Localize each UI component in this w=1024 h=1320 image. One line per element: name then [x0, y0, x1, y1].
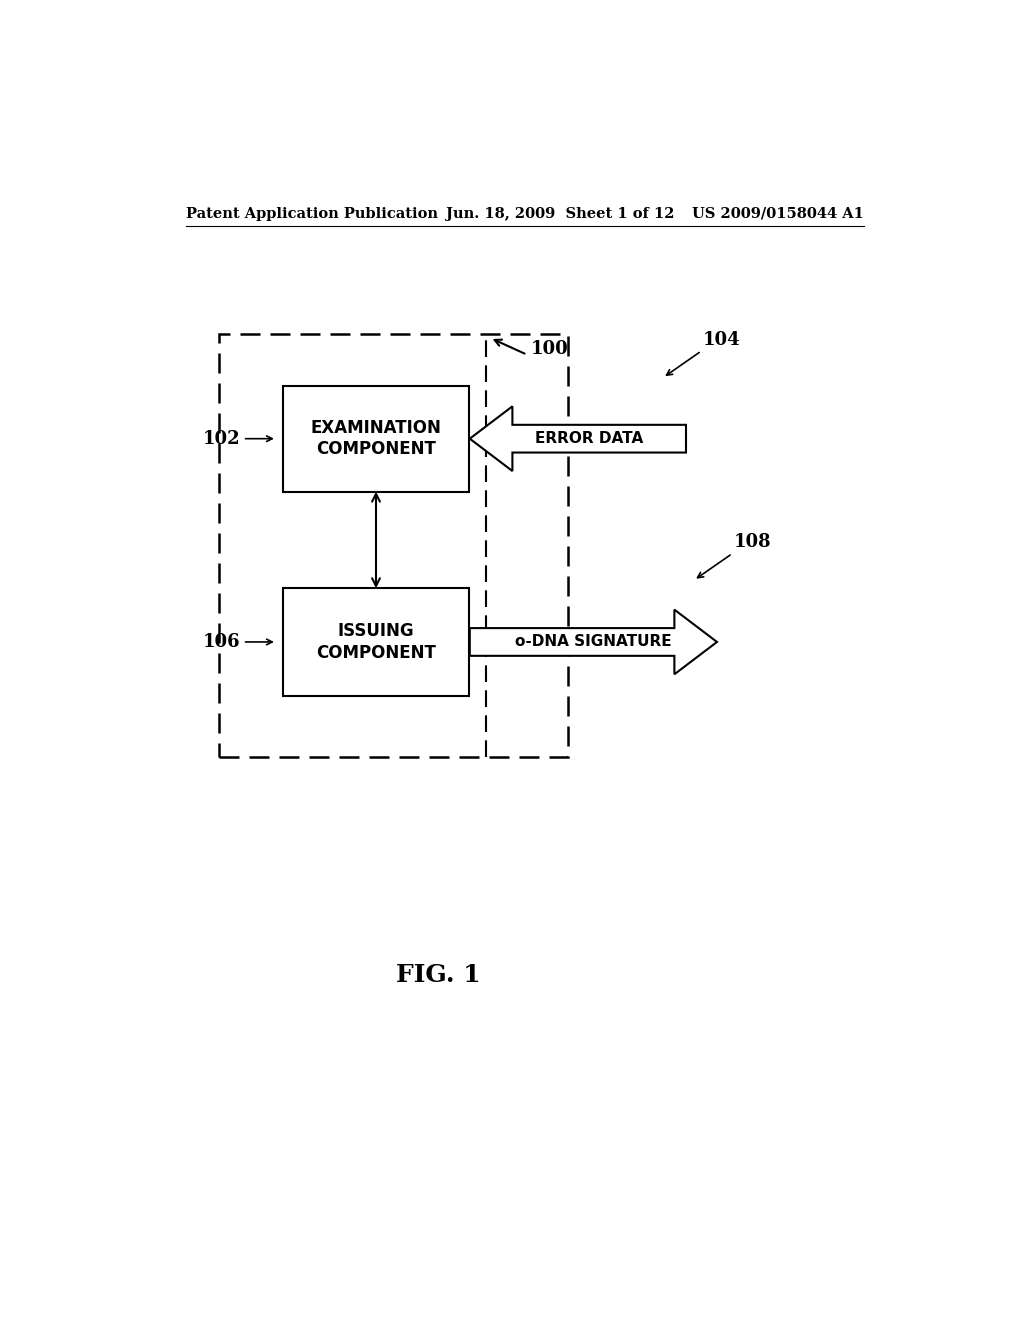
Text: COMPONENT: COMPONENT	[316, 441, 436, 458]
Text: EXAMINATION: EXAMINATION	[310, 418, 441, 437]
Text: COMPONENT: COMPONENT	[316, 644, 436, 661]
Text: 106: 106	[203, 634, 241, 651]
Bar	[283, 385, 469, 492]
Polygon shape	[470, 407, 686, 471]
Text: US 2009/0158044 A1: US 2009/0158044 A1	[692, 207, 864, 220]
Text: 108: 108	[734, 533, 772, 552]
Text: 100: 100	[531, 341, 568, 358]
Bar	[219, 334, 568, 758]
Text: FIG. 1: FIG. 1	[395, 962, 480, 986]
Bar	[283, 589, 469, 696]
Text: ISSUING: ISSUING	[338, 622, 415, 640]
Text: 102: 102	[203, 430, 241, 447]
Text: Patent Application Publication: Patent Application Publication	[186, 207, 438, 220]
Text: 104: 104	[703, 330, 740, 348]
Text: o-DNA SIGNATURE: o-DNA SIGNATURE	[515, 635, 672, 649]
Polygon shape	[470, 610, 717, 675]
Text: Jun. 18, 2009  Sheet 1 of 12: Jun. 18, 2009 Sheet 1 of 12	[445, 207, 674, 220]
Text: ERROR DATA: ERROR DATA	[536, 432, 644, 446]
